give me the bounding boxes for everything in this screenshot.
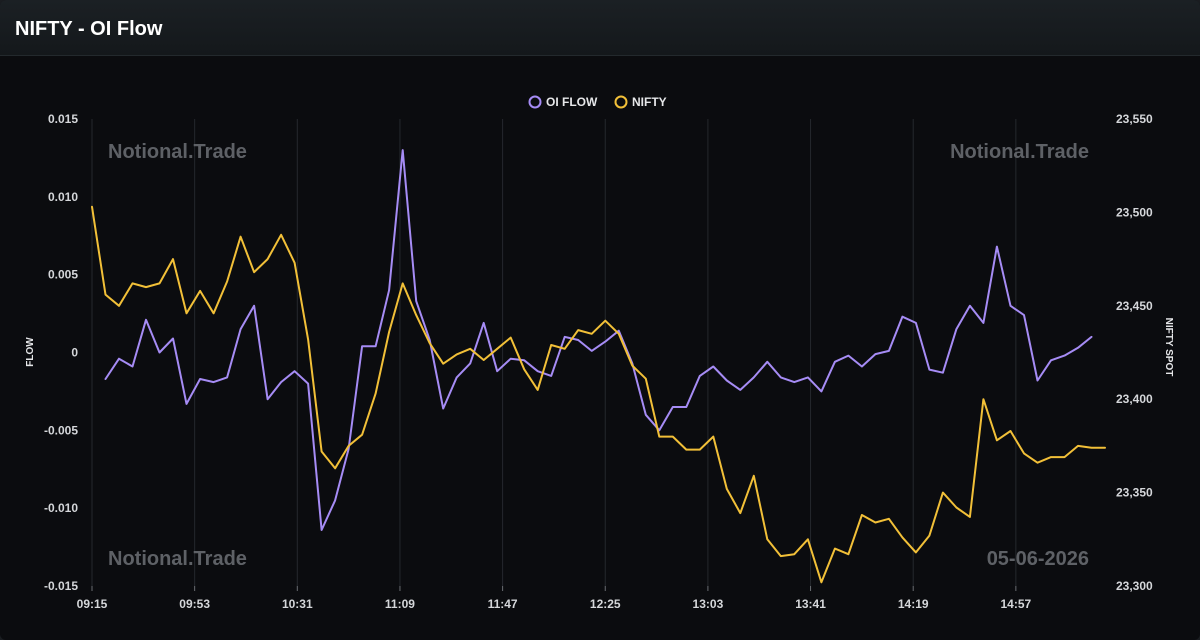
x-tick-label: 14:19 [898, 597, 929, 611]
y-right-tick-label: 23,300 [1116, 579, 1153, 593]
legend-oi-flow-label: OI FLOW [546, 95, 598, 109]
legend-item-oi-flow[interactable]: OI FLOW [528, 95, 598, 109]
x-tick-label: 11:09 [385, 597, 415, 611]
legend-oi-flow-marker [528, 95, 542, 109]
y-left-axis-title: FLOW [25, 337, 36, 367]
y-right-tick-label: 23,350 [1116, 486, 1153, 500]
y-right-axis-title: NIFTY SPOT [1163, 318, 1174, 377]
panel-title: NIFTY - OI Flow [15, 18, 163, 40]
x-tick-label: 12:25 [590, 597, 621, 611]
y-left-tick-label: 0.005 [48, 268, 78, 282]
nifty-series-line [91, 205, 1106, 584]
y-left-tick-label: -0.010 [44, 501, 78, 515]
watermark-top-left: Notional.Trade [108, 141, 247, 163]
x-tick-label: 09:53 [179, 597, 210, 611]
watermark-bottom-right: 05-06-2026 [987, 548, 1089, 570]
x-tick-label: 11:47 [488, 597, 518, 611]
y-right-tick-label: 23,550 [1116, 112, 1153, 126]
y-left-tick-label: -0.015 [44, 579, 78, 593]
axis-ticks: 09:15 09:53 10:31 11:09 11:47 12:25 13:03 13:41… [44, 112, 1153, 611]
oi-flow-series-line [104, 149, 1093, 531]
x-tick-label: 13:03 [693, 597, 724, 611]
y-right-tick-label: 23,450 [1116, 299, 1153, 313]
legend-nifty-label: NIFTY [632, 95, 667, 109]
series-layer [91, 149, 1106, 584]
chart-legend: OI FLOW NIFTY [528, 95, 667, 109]
y-right-tick-label: 23,400 [1116, 392, 1153, 406]
legend-item-nifty[interactable]: NIFTY [614, 95, 667, 109]
grid-lines [91, 119, 1017, 591]
y-left-tick-label: 0 [71, 346, 78, 360]
x-tick-label: 09:15 [77, 597, 108, 611]
y-right-tick-label: 23,500 [1116, 205, 1153, 219]
watermark-bottom-left: Notional.Trade [108, 548, 247, 570]
y-left-tick-label: 0.015 [48, 112, 78, 126]
x-tick-label: 10:31 [282, 597, 313, 611]
panel-header: NIFTY - OI Flow [0, 0, 1200, 56]
y-left-tick-label: -0.005 [44, 423, 78, 437]
legend-nifty-marker [614, 95, 628, 109]
x-tick-label: 14:57 [1001, 597, 1032, 611]
x-tick-label: 13:41 [795, 597, 826, 611]
y-left-tick-label: 0.010 [48, 190, 78, 204]
watermark-top-right: Notional.Trade [950, 141, 1089, 163]
